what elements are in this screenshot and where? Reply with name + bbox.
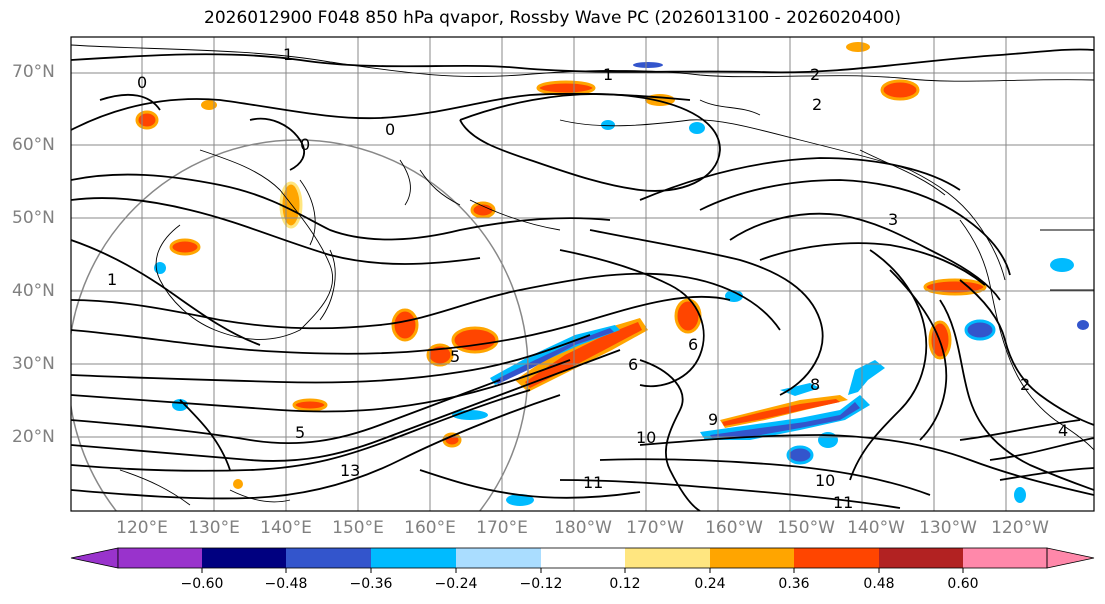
contour-label: 11 — [583, 473, 603, 492]
lat-label: 50°N — [12, 208, 55, 228]
coastlines — [71, 44, 1094, 506]
contour-lines — [71, 48, 1094, 511]
colorbar-segment — [625, 548, 710, 568]
colorbar-tick-label: 0.36 — [778, 576, 810, 592]
contour-label: 1 — [283, 45, 293, 64]
contour-label: 2 — [812, 95, 822, 114]
contour-label-group: 1 1 2 2 0 0 0 1 3 5 6 8 9 10 13 11 10 11… — [107, 45, 1068, 512]
lon-label: 150°E — [332, 518, 384, 538]
contour-label: 6 — [628, 355, 638, 374]
colorbar-segment — [963, 548, 1047, 568]
map-frame — [70, 36, 1095, 512]
lon-label: 180°W — [554, 518, 612, 538]
lat-label: 40°N — [12, 281, 55, 301]
lon-label: 140°W — [847, 518, 905, 538]
colorbar-tick-label: 0.12 — [609, 576, 641, 592]
colorbar-tick-label: −0.48 — [264, 576, 308, 592]
colorbar-segment — [541, 548, 625, 568]
colorbar-segment — [371, 548, 456, 568]
lon-label: 160°W — [705, 518, 763, 538]
colorbar-tick-label: −0.24 — [434, 576, 478, 592]
lat-label: 20°N — [12, 427, 55, 447]
contour-label: 6 — [688, 335, 698, 354]
contour-label: 5 — [295, 423, 305, 442]
contour-label: 2 — [1020, 375, 1030, 394]
lon-label: 140°E — [260, 518, 312, 538]
lat-label: 70°N — [12, 62, 55, 82]
reference-circle — [71, 139, 529, 511]
map-title: 2026012900 F048 850 hPa qvapor, Rossby W… — [204, 8, 901, 28]
lon-label: 120°E — [116, 518, 168, 538]
contour-label: 2 — [810, 65, 820, 84]
contour-label: 0 — [300, 135, 310, 154]
lon-label: 170°E — [476, 518, 528, 538]
contour-label: 11 — [833, 493, 853, 512]
contour-label: 0 — [385, 120, 395, 139]
contour-label: 10 — [636, 428, 656, 447]
lat-label: 60°N — [12, 135, 55, 155]
contour-label: 4 — [1058, 421, 1068, 440]
colorbar-segment — [879, 548, 963, 568]
contour-label: 13 — [340, 461, 360, 480]
contour-label: 3 — [888, 210, 898, 229]
lon-label: 170°W — [626, 518, 684, 538]
contour-label: 8 — [810, 375, 820, 394]
contour-label: 10 — [815, 471, 835, 490]
colorbar-tick-label: 0.60 — [947, 576, 979, 592]
colorbar-segment — [202, 548, 286, 568]
colorbar-tick-label: 0.48 — [863, 576, 895, 592]
lat-label: 30°N — [12, 354, 55, 374]
lon-label: 150°W — [777, 518, 835, 538]
colorbar-tick-label: −0.60 — [180, 576, 224, 592]
colorbar-segment — [118, 548, 202, 568]
lon-label: 160°E — [404, 518, 456, 538]
lon-label: 120°W — [991, 518, 1049, 538]
colorbar-tick-label: 0.24 — [694, 576, 726, 592]
colorbar-extend-right — [1046, 547, 1095, 569]
contour-label: 5 — [450, 347, 460, 366]
colorbar-extend-left — [70, 547, 119, 569]
contour-label: 1 — [603, 65, 613, 84]
contour-label: 9 — [708, 410, 718, 429]
colorbar — [70, 547, 1095, 573]
colorbar-segment — [710, 548, 794, 568]
contour-label: 1 — [107, 270, 117, 289]
colorbar-tick-label: −0.36 — [349, 576, 393, 592]
lon-label: 130°E — [188, 518, 240, 538]
map-plot-area: 1 1 2 2 0 0 0 1 3 5 6 8 9 10 13 11 10 11… — [71, 37, 1094, 512]
colorbar-segment — [794, 548, 879, 568]
contour-label: 0 — [137, 73, 147, 92]
anomaly-patches — [135, 42, 1089, 506]
lon-label: 130°W — [919, 518, 977, 538]
colorbar-segment — [286, 548, 371, 568]
colorbar-segment — [456, 548, 541, 568]
colorbar-tick-label: −0.12 — [519, 576, 563, 592]
